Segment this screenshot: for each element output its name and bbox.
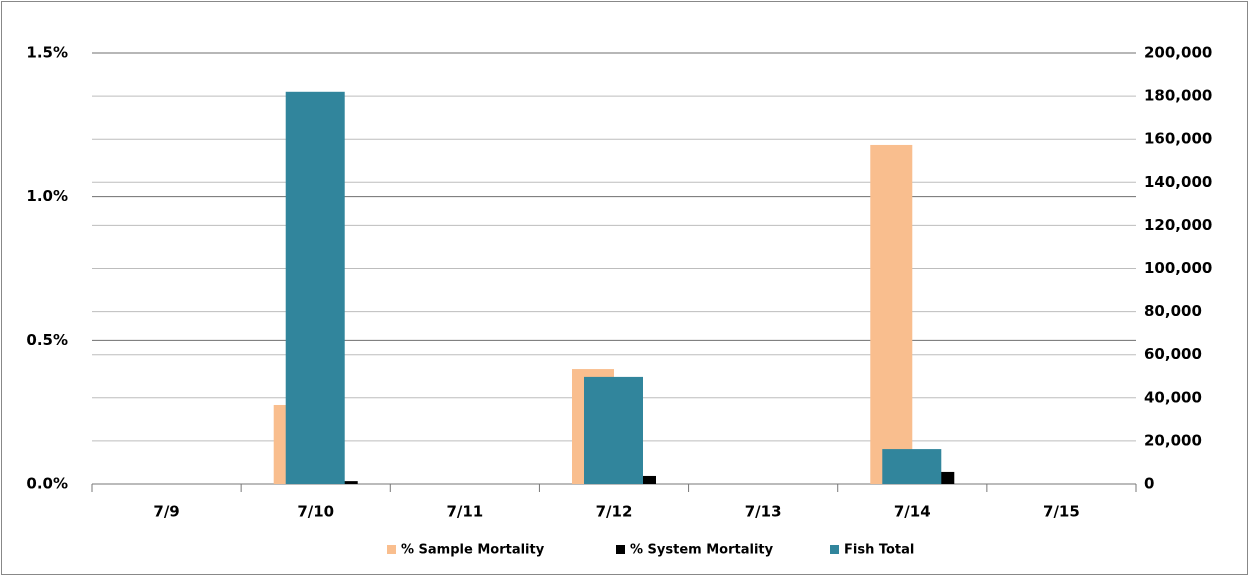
y2-tick-label: 20,000 (1144, 431, 1202, 449)
bar (882, 449, 942, 484)
legend-swatch (830, 545, 839, 554)
y2-tick-label: 80,000 (1144, 302, 1202, 320)
y-tick-label: 1.0% (26, 187, 68, 205)
bar (870, 144, 913, 485)
y2-tick-label: 0 (1144, 475, 1154, 493)
y2-tick-label: 120,000 (1144, 216, 1212, 234)
y2-tick-label: 140,000 (1144, 173, 1212, 191)
legend-label: Fish Total (844, 543, 914, 558)
y2-tick-label: 60,000 (1144, 345, 1202, 363)
x-tick-label: 7/13 (745, 503, 782, 521)
x-tick-label: 7/11 (446, 503, 483, 521)
y2-tick-label: 100,000 (1144, 259, 1212, 277)
x-tick-label: 7/9 (153, 503, 179, 521)
legend-label: % Sample Mortality (401, 543, 545, 558)
y-tick-label: 0.5% (26, 331, 68, 349)
x-tick-label: 7/15 (1043, 503, 1080, 521)
x-tick-label: 7/14 (894, 503, 931, 521)
y2-tick-label: 40,000 (1144, 388, 1202, 406)
y2-tick-label: 160,000 (1144, 130, 1212, 148)
legend-swatch (387, 545, 396, 554)
legend-label: % System Mortality (630, 543, 774, 558)
legend-swatch (616, 545, 625, 554)
x-tick-label: 7/10 (297, 503, 334, 521)
y2-tick-label: 200,000 (1144, 44, 1212, 62)
y2-tick-label: 180,000 (1144, 87, 1212, 105)
y-tick-label: 0.0% (26, 475, 68, 493)
y-tick-label: 1.5% (26, 44, 68, 62)
bar (584, 376, 643, 484)
x-tick-label: 7/12 (596, 503, 633, 521)
bar (285, 91, 345, 484)
